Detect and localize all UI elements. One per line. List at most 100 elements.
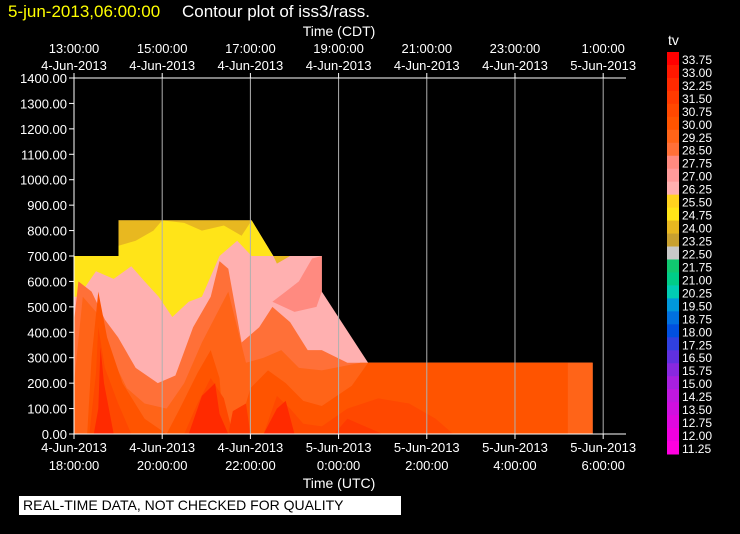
legend-swatch [667, 155, 679, 170]
y-tick-label: 400.00 [27, 325, 67, 340]
x-tick-label-date: 5-Jun-2013 [394, 440, 460, 455]
x-tick-label-time: 6:00:00 [581, 458, 624, 473]
legend-label: 14.25 [682, 390, 712, 404]
legend-swatch [667, 246, 679, 260]
legend-label: 30.00 [682, 118, 712, 132]
page-title: Contour plot of iss3/rass. [182, 2, 371, 21]
legend-label: 24.00 [682, 222, 712, 236]
y-tick-label: 1000.00 [20, 173, 67, 188]
x-tick-label-date: 4-Jun-2013 [129, 440, 195, 455]
legend-swatch [667, 90, 679, 105]
y-tick-label: 200.00 [27, 376, 67, 391]
y-tick-label: 700.00 [27, 249, 67, 264]
legend-swatch [667, 285, 679, 299]
legend-swatch [667, 298, 679, 312]
x-tick-top-label-date: 4-Jun-2013 [41, 58, 107, 73]
legend-swatch [667, 64, 679, 79]
x-tick-label-time: 20:00:00 [137, 458, 188, 473]
legend-swatch [667, 402, 679, 416]
x-tick-top-label-time: 19:00:00 [313, 41, 364, 56]
y-tick-label: 100.00 [27, 402, 67, 417]
legend-swatch [667, 441, 679, 455]
contour-region-17 [263, 400, 295, 434]
legend-label: 21.75 [682, 260, 712, 274]
x-tick-label-date: 5-Jun-2013 [482, 440, 548, 455]
x-tick-top-label-date: 4-Jun-2013 [394, 58, 460, 73]
legend-label: 33.00 [682, 66, 712, 80]
legend-label: 29.25 [682, 131, 712, 145]
x-tick-label-time: 2:00:00 [405, 458, 448, 473]
legend-swatch [667, 181, 679, 196]
x-tick-label-date: 5-Jun-2013 [306, 440, 372, 455]
legend-swatch [667, 428, 679, 442]
legend-label: 26.25 [682, 183, 712, 197]
x-tick-label-date: 5-Jun-2013 [570, 440, 636, 455]
legend-label: 17.25 [682, 338, 712, 352]
legend-label: 22.50 [682, 247, 712, 261]
y-tick-label: 500.00 [27, 300, 67, 315]
legend-swatch [667, 168, 679, 183]
contour-region-15 [188, 383, 229, 434]
legend-label: 12.00 [682, 429, 712, 443]
legend-label: 19.50 [682, 299, 712, 313]
legend-label: 11.25 [682, 442, 711, 456]
contour-region-4 [273, 256, 291, 264]
legend-swatch [667, 324, 679, 338]
y-tick-label: 800.00 [27, 224, 67, 239]
x-tick-label-time: 22:00:00 [225, 458, 276, 473]
legend-label: 16.50 [682, 351, 712, 365]
x-axis-ticks-top: 13:00:00 4-Jun-2013 15:00:00 4-Jun-2013 17:0… [41, 41, 636, 78]
x-tick-label-time: 18:00:00 [49, 458, 100, 473]
legend-swatch [667, 52, 679, 66]
legend-label: 21.00 [682, 273, 712, 287]
legend-label: 32.25 [682, 79, 712, 93]
legend-swatch [667, 363, 679, 377]
x-tick-top-label-date: 4-Jun-2013 [218, 58, 284, 73]
top-axis-label: Time (CDT) [303, 23, 376, 39]
legend-label: 27.00 [682, 170, 712, 184]
legend-label: 15.00 [682, 377, 712, 391]
legend-label: 20.25 [682, 286, 712, 300]
x-tick-label-date: 4-Jun-2013 [41, 440, 107, 455]
contour-region-6 [272, 256, 322, 312]
y-tick-label: 900.00 [27, 198, 67, 213]
legend-swatch [667, 142, 679, 157]
legend-swatch [667, 116, 679, 131]
contour-region-13 [263, 395, 454, 434]
contour-region-3 [162, 220, 252, 236]
x-tick-top-label-time: 1:00:00 [581, 41, 624, 56]
legend-label: 15.75 [682, 364, 712, 378]
legend-label: 18.00 [682, 325, 712, 339]
x-axis-label: Time (UTC) [303, 475, 376, 491]
grid-lines [161, 78, 604, 434]
y-tick-label: 1100.00 [21, 147, 67, 162]
x-tick-top-label-time: 15:00:00 [137, 41, 188, 56]
legend-swatch [667, 376, 679, 390]
x-tick-top-label-time: 13:00:00 [49, 41, 100, 56]
contour-region-9 [237, 362, 568, 434]
x-tick-top-label-date: 5-Jun-2013 [570, 58, 636, 73]
legend-swatch [667, 415, 679, 429]
legend-swatch [667, 207, 679, 222]
y-axis-ticks: 0.00 100.00 200.00 300.00 400.00 500.00 600.00… [20, 71, 74, 442]
legend-title: tv [668, 32, 679, 48]
color-legend: 33.7533.0032.2531.5030.7530.0029.2528.50… [667, 52, 712, 456]
contour-region-16 [228, 403, 251, 434]
legend-swatch [667, 337, 679, 351]
quality-warning: REAL-TIME DATA, NOT CHECKED FOR QUALITY [19, 496, 401, 515]
legend-label: 31.50 [682, 92, 712, 106]
y-tick-label: 300.00 [27, 351, 67, 366]
legend-swatch [667, 194, 679, 209]
x-tick-top-label-date: 4-Jun-2013 [129, 58, 195, 73]
x-tick-label-time: 0:00:00 [317, 458, 360, 473]
legend-swatch [667, 350, 679, 364]
contour-region-8 [87, 291, 224, 434]
legend-label: 25.50 [682, 196, 712, 210]
x-tick-top-label-time: 23:00:00 [490, 41, 541, 56]
x-tick-top-label-date: 4-Jun-2013 [482, 58, 548, 73]
legend-label: 30.75 [682, 105, 712, 119]
legend-label: 28.50 [682, 144, 712, 158]
contour-regions [74, 220, 593, 434]
y-tick-label: 0.00 [42, 427, 67, 442]
